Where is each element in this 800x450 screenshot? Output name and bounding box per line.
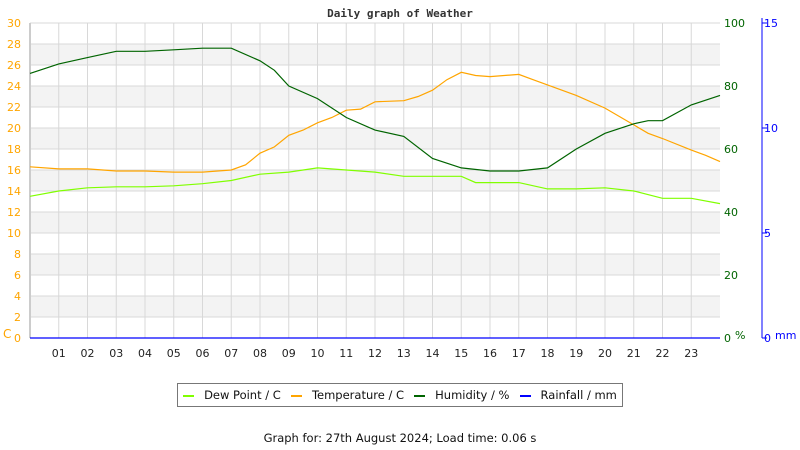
left-axis-label: C bbox=[3, 327, 11, 341]
rain-axis-label: mm bbox=[775, 329, 796, 342]
humidity-tick-label: 20 bbox=[724, 269, 738, 282]
x-tick-label: 02 bbox=[81, 347, 95, 360]
humidity-tick-label: 40 bbox=[724, 206, 738, 219]
left-tick-label: 6 bbox=[14, 269, 21, 282]
legend-item-temperature: Temperature / C bbox=[290, 388, 405, 402]
x-tick-label: 14 bbox=[426, 347, 440, 360]
x-tick-label: 12 bbox=[368, 347, 382, 360]
legend-label: Rainfall / mm bbox=[540, 388, 617, 402]
humidity-tick-label: 0 bbox=[724, 332, 731, 345]
humidity-axis-label: % bbox=[735, 329, 745, 342]
legend: Dew Point / C Temperature / C Humidity /… bbox=[177, 383, 623, 407]
left-tick-label: 30 bbox=[7, 17, 21, 30]
x-tick-label: 09 bbox=[282, 347, 296, 360]
legend-label: Humidity / % bbox=[435, 388, 510, 402]
legend-label: Temperature / C bbox=[311, 388, 405, 402]
left-tick-label: 0 bbox=[14, 332, 21, 345]
legend-item-dew-point: Dew Point / C bbox=[183, 388, 281, 402]
x-tick-label: 11 bbox=[339, 347, 353, 360]
x-tick-label: 16 bbox=[483, 347, 497, 360]
series-line-humidity bbox=[29, 47, 721, 172]
x-tick-label: 17 bbox=[512, 347, 526, 360]
x-tick-label: 05 bbox=[167, 347, 181, 360]
humidity-tick-label: 100 bbox=[724, 17, 745, 30]
left-tick-label: 18 bbox=[7, 143, 21, 156]
chart-title: Daily graph of Weather bbox=[327, 7, 473, 20]
left-tick-label: 14 bbox=[7, 185, 21, 198]
legend-item-humidity: Humidity / % bbox=[414, 388, 509, 402]
left-tick-label: 28 bbox=[7, 38, 21, 51]
x-tick-label: 22 bbox=[656, 347, 670, 360]
x-tick-label: 23 bbox=[684, 347, 698, 360]
humidity-tick-label: 60 bbox=[724, 143, 738, 156]
x-tick-label: 21 bbox=[627, 347, 641, 360]
left-tick-label: 20 bbox=[7, 122, 21, 135]
series-line-dew bbox=[29, 167, 721, 205]
x-tick-label: 20 bbox=[598, 347, 612, 360]
humidity-tick-label: 80 bbox=[724, 80, 738, 93]
left-tick-label: 12 bbox=[7, 206, 21, 219]
x-tick-label: 06 bbox=[196, 347, 210, 360]
left-tick-label: 4 bbox=[14, 290, 21, 303]
x-tick-label: 19 bbox=[569, 347, 583, 360]
left-tick-label: 10 bbox=[7, 227, 21, 240]
rain-tick-label: 10 bbox=[764, 122, 778, 135]
x-tick-label: 18 bbox=[541, 347, 555, 360]
legend-item-rainfall: Rainfall / mm bbox=[519, 388, 617, 402]
x-tick-label: 07 bbox=[224, 347, 238, 360]
rain-tick-label: 15 bbox=[764, 17, 778, 30]
left-tick-label: 2 bbox=[14, 311, 21, 324]
left-tick-label: 26 bbox=[7, 59, 21, 72]
x-tick-label: 10 bbox=[311, 347, 325, 360]
x-tick-label: 15 bbox=[454, 347, 468, 360]
rain-tick-label: 0 bbox=[764, 332, 771, 345]
left-tick-label: 16 bbox=[7, 164, 21, 177]
left-tick-label: 22 bbox=[7, 101, 21, 114]
rain-tick-label: 5 bbox=[764, 227, 771, 240]
x-tick-label: 03 bbox=[109, 347, 123, 360]
x-tick-label: 13 bbox=[397, 347, 411, 360]
left-tick-label: 8 bbox=[14, 248, 21, 261]
legend-label: Dew Point / C bbox=[204, 388, 281, 402]
x-tick-label: 08 bbox=[253, 347, 267, 360]
left-tick-label: 24 bbox=[7, 80, 21, 93]
x-tick-label: 04 bbox=[138, 347, 152, 360]
footer-text: Graph for: 27th August 2024; Load time: … bbox=[263, 431, 537, 445]
x-tick-label: 01 bbox=[52, 347, 66, 360]
series-line-temperature bbox=[29, 71, 721, 173]
